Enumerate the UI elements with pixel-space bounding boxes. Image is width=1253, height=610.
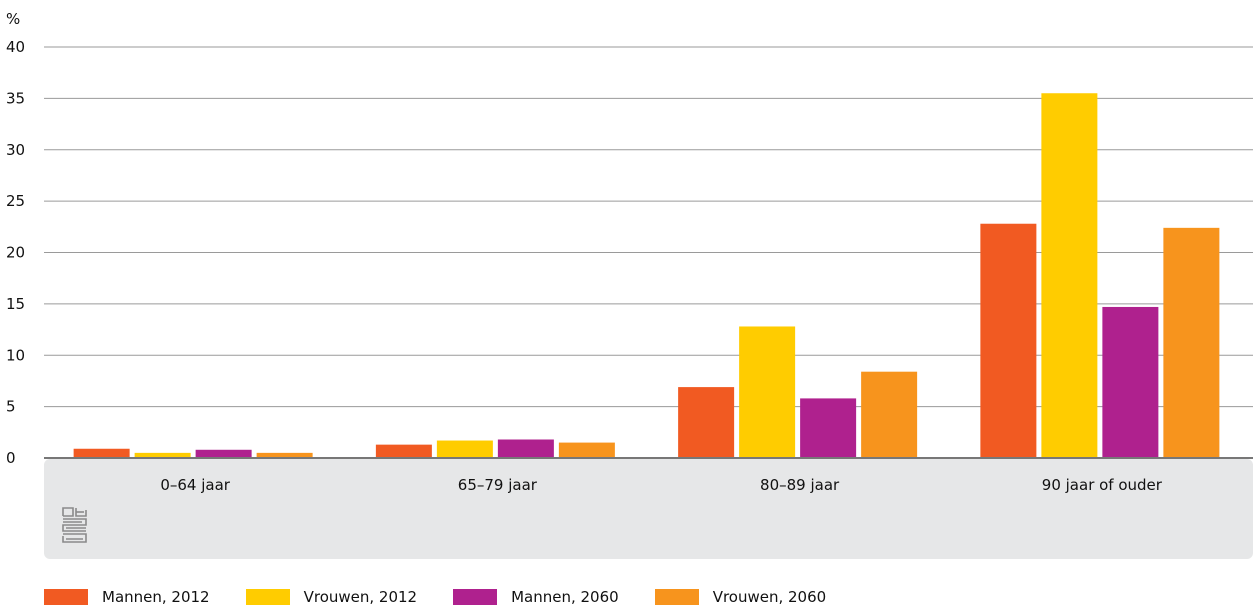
legend-item: Vrouwen, 2012 <box>245 588 418 606</box>
bar <box>1102 306 1159 458</box>
bar <box>980 223 1037 458</box>
bar <box>678 387 735 458</box>
y-tick-label: 30 <box>6 141 25 159</box>
y-tick-label: 0 <box>6 449 16 467</box>
y-axis-ticks: 0 5 10 15 20 25 30 35 40 <box>6 38 25 467</box>
bars <box>73 93 1220 459</box>
y-tick-label: 40 <box>6 38 25 56</box>
bar <box>1041 93 1098 459</box>
legend-swatch <box>453 589 498 605</box>
y-tick-label: 10 <box>6 346 25 364</box>
bar <box>861 371 918 458</box>
y-axis-label: % <box>6 10 20 28</box>
legend-item: Vrouwen, 2060 <box>654 588 827 606</box>
legend-item: Mannen, 2060 <box>453 588 619 606</box>
y-tick-label: 35 <box>6 89 25 107</box>
bar <box>497 439 554 458</box>
y-tick-label: 5 <box>6 398 16 416</box>
bar <box>436 440 493 458</box>
category-label: 0–64 jaar <box>160 476 230 494</box>
legend-label: Mannen, 2012 <box>102 588 210 606</box>
legend-label: Vrouwen, 2012 <box>303 588 418 606</box>
bar <box>1163 227 1220 458</box>
bar <box>558 442 615 458</box>
bar <box>256 452 313 458</box>
legend-swatch <box>654 589 699 605</box>
category-labels: 0–64 jaar 65–79 jaar 80–89 jaar 90 jaar of … <box>160 476 1162 494</box>
legend-swatch <box>44 589 88 605</box>
bar <box>195 449 252 458</box>
category-label: 90 jaar of ouder <box>1042 476 1163 494</box>
legend-label: Vrouwen, 2060 <box>712 588 827 606</box>
cbs-logo-icon <box>62 507 87 543</box>
y-tick-label: 20 <box>6 244 25 262</box>
category-label: 65–79 jaar <box>458 476 538 494</box>
bar-chart: 0 5 10 15 20 25 30 35 40 % 0–64 jaar 65–79 jaar 80… <box>6 10 1253 559</box>
legend: Mannen, 2012 Vrouwen, 2012 Mannen, 2060 Vro… <box>44 588 862 606</box>
bar <box>739 326 796 458</box>
category-axis-band <box>44 459 1253 559</box>
bar <box>73 448 130 458</box>
category-label: 80–89 jaar <box>760 476 840 494</box>
legend-item: Mannen, 2012 <box>44 588 210 606</box>
bar <box>134 452 191 458</box>
legend-swatch <box>245 589 290 605</box>
legend-label: Mannen, 2060 <box>511 588 619 606</box>
bar <box>375 444 432 458</box>
y-tick-label: 25 <box>6 192 25 210</box>
y-tick-label: 15 <box>6 295 25 313</box>
bar <box>800 398 857 458</box>
grid-lines <box>44 46 1253 408</box>
